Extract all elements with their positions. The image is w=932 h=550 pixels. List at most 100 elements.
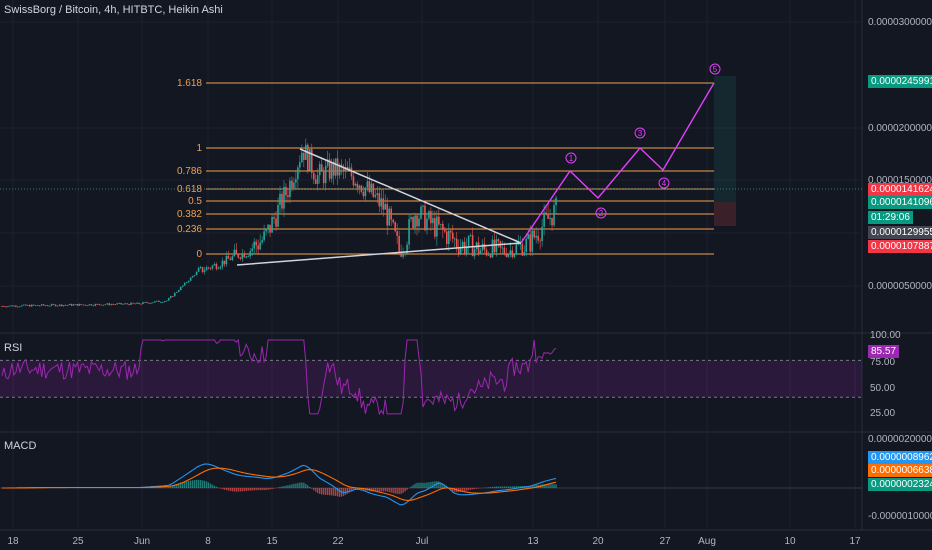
candle-body — [249, 251, 252, 257]
candle-body — [267, 224, 269, 230]
candle-body — [396, 231, 398, 236]
macd-histogram-bar — [277, 487, 279, 488]
candle-body — [50, 304, 53, 306]
macd-histogram-bar — [303, 482, 305, 488]
macd-histogram-bar — [436, 481, 438, 488]
macd-histogram-bar — [309, 487, 311, 488]
candle-body — [382, 198, 385, 210]
macd-histogram-bar — [380, 488, 382, 492]
candle-body — [227, 255, 230, 259]
macd-histogram-bar — [164, 487, 166, 488]
candles — [1, 138, 557, 308]
candle-body — [205, 267, 208, 271]
candle-body — [422, 205, 424, 207]
x-tick-label: 15 — [266, 536, 278, 547]
candle-body — [94, 303, 97, 306]
triangle-upper-line — [299, 148, 522, 244]
macd-histogram-bar — [545, 484, 547, 488]
wave-label: 1 — [569, 154, 574, 163]
candle-body — [461, 241, 464, 247]
candle-body — [416, 215, 418, 227]
macd-histogram-bar — [348, 488, 351, 493]
candle-body — [444, 229, 446, 232]
macd-histogram-bar — [259, 488, 261, 491]
candle-body — [471, 235, 474, 257]
macd-histogram-bar — [233, 488, 236, 492]
macd-histogram-bar — [398, 488, 400, 495]
candle-body — [299, 162, 301, 168]
macd-histogram-bar — [166, 487, 168, 488]
macd-pane — [0, 463, 862, 506]
candle-body — [297, 167, 299, 180]
candle-body — [34, 305, 37, 306]
macd-histogram-bar — [460, 488, 462, 492]
macd-histogram-bar — [291, 484, 293, 488]
price-tag-entry: 0.0000129955 — [868, 226, 932, 239]
wave-label-circle — [634, 127, 646, 139]
macd-histogram-bar — [154, 487, 156, 488]
fib-level-label: 0.618 — [177, 184, 202, 195]
candle-body — [46, 305, 49, 307]
x-tick-label: 13 — [527, 536, 539, 547]
candle-body — [352, 176, 355, 186]
candle-body — [390, 208, 392, 220]
candle-body — [144, 302, 146, 304]
macd-histogram-bar — [511, 486, 514, 488]
candle-body — [469, 235, 472, 236]
candle-body — [138, 302, 140, 304]
candle-body — [289, 180, 291, 198]
candle-body — [54, 304, 57, 307]
candle-body — [58, 304, 61, 306]
wave-label: 2 — [599, 209, 604, 218]
candle-body — [356, 183, 359, 188]
candle-body — [251, 248, 253, 252]
candle-body — [326, 159, 329, 166]
candle-body — [247, 256, 250, 258]
macd-histogram-bar — [452, 488, 454, 492]
macd-histogram-bar — [400, 488, 402, 494]
candle-body — [189, 277, 192, 281]
candle-body — [453, 238, 456, 240]
candle-body — [187, 280, 190, 283]
candle-body — [473, 249, 476, 257]
macd-histogram-bar — [209, 483, 212, 488]
candle-body — [197, 268, 200, 272]
macd-histogram-bar — [263, 488, 265, 491]
macd-histogram-bar — [382, 488, 384, 492]
candle-body — [332, 161, 335, 176]
candle-body — [122, 303, 124, 305]
macd-histogram-bar — [509, 486, 512, 488]
candle-body — [162, 302, 164, 303]
candle-body — [225, 255, 228, 265]
candle-body — [255, 241, 257, 246]
candle-body — [342, 166, 345, 172]
candle-body — [426, 218, 428, 231]
macd-histogram-bar — [402, 488, 404, 493]
macd-histogram-bar — [414, 483, 416, 488]
candle-body — [5, 306, 7, 308]
wave-label: 3 — [638, 129, 643, 138]
candle-body — [388, 208, 391, 226]
candle-body — [507, 254, 510, 257]
candle-body — [368, 181, 371, 193]
price-tick-label: 0.0000150000 — [868, 175, 932, 186]
macd-histogram-bar — [162, 487, 164, 488]
fib-level-label: 0.5 — [188, 196, 202, 207]
candle-body — [459, 246, 462, 254]
macd-histogram-bar — [549, 484, 551, 488]
candle-body — [513, 254, 516, 257]
candle-body — [261, 240, 263, 243]
rsi-line — [1, 338, 557, 416]
candle-body — [245, 256, 248, 258]
candle-body — [38, 305, 41, 307]
candle-body — [88, 304, 91, 306]
candle-body — [412, 217, 414, 229]
macd-histogram-bar — [354, 488, 357, 490]
macd-histogram-bar — [535, 485, 537, 488]
candle-body — [203, 270, 206, 273]
candle-body — [465, 246, 468, 255]
macd-histogram-bar — [543, 484, 545, 488]
macd-histogram-bar — [426, 482, 428, 488]
candle-body — [545, 212, 547, 214]
candle-body — [179, 286, 182, 291]
